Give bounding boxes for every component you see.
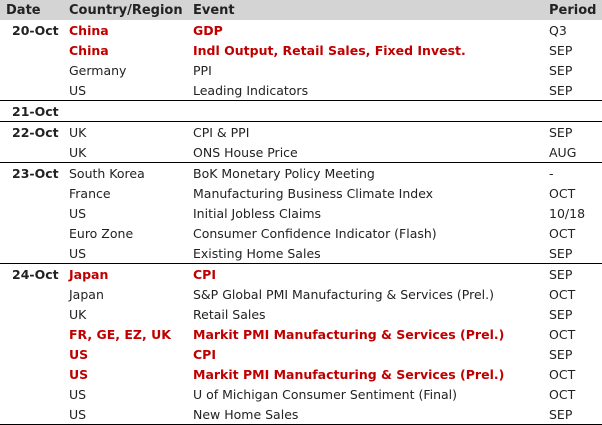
- date-group: 22-Oct UK CPI & PPI SEP UK ONS House Price AUG: [0, 122, 602, 163]
- table-row: 24-Oct Japan CPI SEP: [0, 264, 602, 284]
- period-cell: AUG: [549, 144, 577, 160]
- event-cell: U of Michigan Consumer Sentiment (Final): [193, 386, 458, 402]
- country-cell: France: [69, 185, 111, 201]
- period-cell: OCT: [549, 225, 576, 241]
- table-row: 21-Oct: [0, 101, 602, 121]
- event-cell: Manufacturing Business Climate Index: [193, 185, 434, 201]
- period-cell: 10/18: [549, 205, 586, 221]
- country-cell: FR, GE, EZ, UK: [69, 326, 171, 342]
- country-cell: US: [69, 82, 87, 98]
- table-row: France Manufacturing Business Climate Ind…: [0, 183, 602, 203]
- date-cell: 20-Oct: [12, 22, 59, 38]
- table-row: China Indl Output, Retail Sales, Fixed In…: [0, 40, 602, 60]
- country-cell: UK: [69, 124, 87, 140]
- period-cell: SEP: [549, 346, 573, 362]
- event-cell: S&P Global PMI Manufacturing & Services …: [193, 286, 494, 302]
- table-row: US Initial Jobless Claims 10/18: [0, 203, 602, 223]
- table-row: US Markit PMI Manufacturing & Services (P…: [0, 364, 602, 384]
- table-row: FR, GE, EZ, UK Markit PMI Manufacturing &…: [0, 324, 602, 344]
- header-period: Period: [549, 2, 597, 18]
- table-row: US Existing Home Sales SEP: [0, 243, 602, 263]
- table-row: Japan S&P Global PMI Manufacturing & Serv…: [0, 284, 602, 304]
- event-cell: GDP: [193, 22, 223, 38]
- country-cell: US: [69, 245, 87, 261]
- date-cell: 23-Oct: [12, 165, 59, 181]
- country-cell: Japan: [69, 266, 109, 282]
- table-row: UK ONS House Price AUG: [0, 142, 602, 162]
- country-cell: US: [69, 366, 89, 382]
- table-row: UK Retail Sales SEP: [0, 304, 602, 324]
- event-cell: CPI: [193, 266, 216, 282]
- period-cell: OCT: [549, 326, 576, 342]
- table-row: Euro Zone Consumer Confidence Indicator (…: [0, 223, 602, 243]
- date-group: 21-Oct: [0, 101, 602, 122]
- table-row: Germany PPI SEP: [0, 60, 602, 80]
- period-cell: SEP: [549, 266, 573, 282]
- header-country: Country/Region: [69, 2, 183, 18]
- country-cell: US: [69, 346, 89, 362]
- period-cell: SEP: [549, 245, 573, 261]
- period-cell: SEP: [549, 42, 573, 58]
- date-cell: 22-Oct: [12, 124, 59, 140]
- date-cell: 21-Oct: [12, 103, 59, 119]
- period-cell: SEP: [549, 62, 573, 78]
- event-cell: New Home Sales: [193, 406, 299, 422]
- event-cell: Consumer Confidence Indicator (Flash): [193, 225, 437, 241]
- header-event: Event: [193, 2, 235, 18]
- country-cell: US: [69, 406, 87, 422]
- table-body: 20-Oct China GDP Q3 China Indl Output, Retail…: [0, 20, 602, 425]
- period-cell: OCT: [549, 366, 576, 382]
- table-header: Date Country/Region Event Period: [0, 0, 602, 20]
- table-row: 20-Oct China GDP Q3: [0, 20, 602, 40]
- event-cell: Initial Jobless Claims: [193, 205, 322, 221]
- event-cell: CPI & PPI: [193, 124, 250, 140]
- event-cell: Existing Home Sales: [193, 245, 321, 261]
- period-cell: OCT: [549, 286, 576, 302]
- event-cell: CPI: [193, 346, 216, 362]
- period-cell: SEP: [549, 124, 573, 140]
- country-cell: Euro Zone: [69, 225, 134, 241]
- event-cell: PPI: [193, 62, 212, 78]
- country-cell: US: [69, 386, 87, 402]
- period-cell: SEP: [549, 406, 573, 422]
- event-cell: Markit PMI Manufacturing & Services (Pre…: [193, 366, 505, 382]
- event-cell: Retail Sales: [193, 306, 266, 322]
- period-cell: SEP: [549, 82, 573, 98]
- event-cell: Leading Indicators: [193, 82, 309, 98]
- country-cell: UK: [69, 306, 87, 322]
- date-group: 24-Oct Japan CPI SEP Japan S&P Global PMI Man…: [0, 264, 602, 425]
- country-cell: UK: [69, 144, 87, 160]
- date-group: 20-Oct China GDP Q3 China Indl Output, Retail…: [0, 20, 602, 101]
- event-cell: BoK Monetary Policy Meeting: [193, 165, 375, 181]
- country-cell: China: [69, 42, 109, 58]
- table-row: US CPI SEP: [0, 344, 602, 364]
- period-cell: Q3: [549, 22, 567, 38]
- period-cell: -: [549, 165, 554, 181]
- country-cell: Japan: [69, 286, 104, 302]
- date-cell: 24-Oct: [12, 266, 59, 282]
- table-row: US U of Michigan Consumer Sentiment (Fina…: [0, 384, 602, 404]
- country-cell: US: [69, 205, 87, 221]
- period-cell: OCT: [549, 386, 576, 402]
- table-row: 22-Oct UK CPI & PPI SEP: [0, 122, 602, 142]
- period-cell: SEP: [549, 306, 573, 322]
- event-cell: Indl Output, Retail Sales, Fixed Invest.: [193, 42, 466, 58]
- period-cell: OCT: [549, 185, 576, 201]
- header-date: Date: [6, 2, 41, 18]
- country-cell: South Korea: [69, 165, 145, 181]
- table-row: 23-Oct South Korea BoK Monetary Policy Mee…: [0, 163, 602, 183]
- country-cell: China: [69, 22, 109, 38]
- table-row: US Leading Indicators SEP: [0, 80, 602, 100]
- event-cell: ONS House Price: [193, 144, 298, 160]
- event-cell: Markit PMI Manufacturing & Services (Pre…: [193, 326, 505, 342]
- date-group: 23-Oct South Korea BoK Monetary Policy Mee…: [0, 163, 602, 264]
- table-row: US New Home Sales SEP: [0, 404, 602, 424]
- country-cell: Germany: [69, 62, 127, 78]
